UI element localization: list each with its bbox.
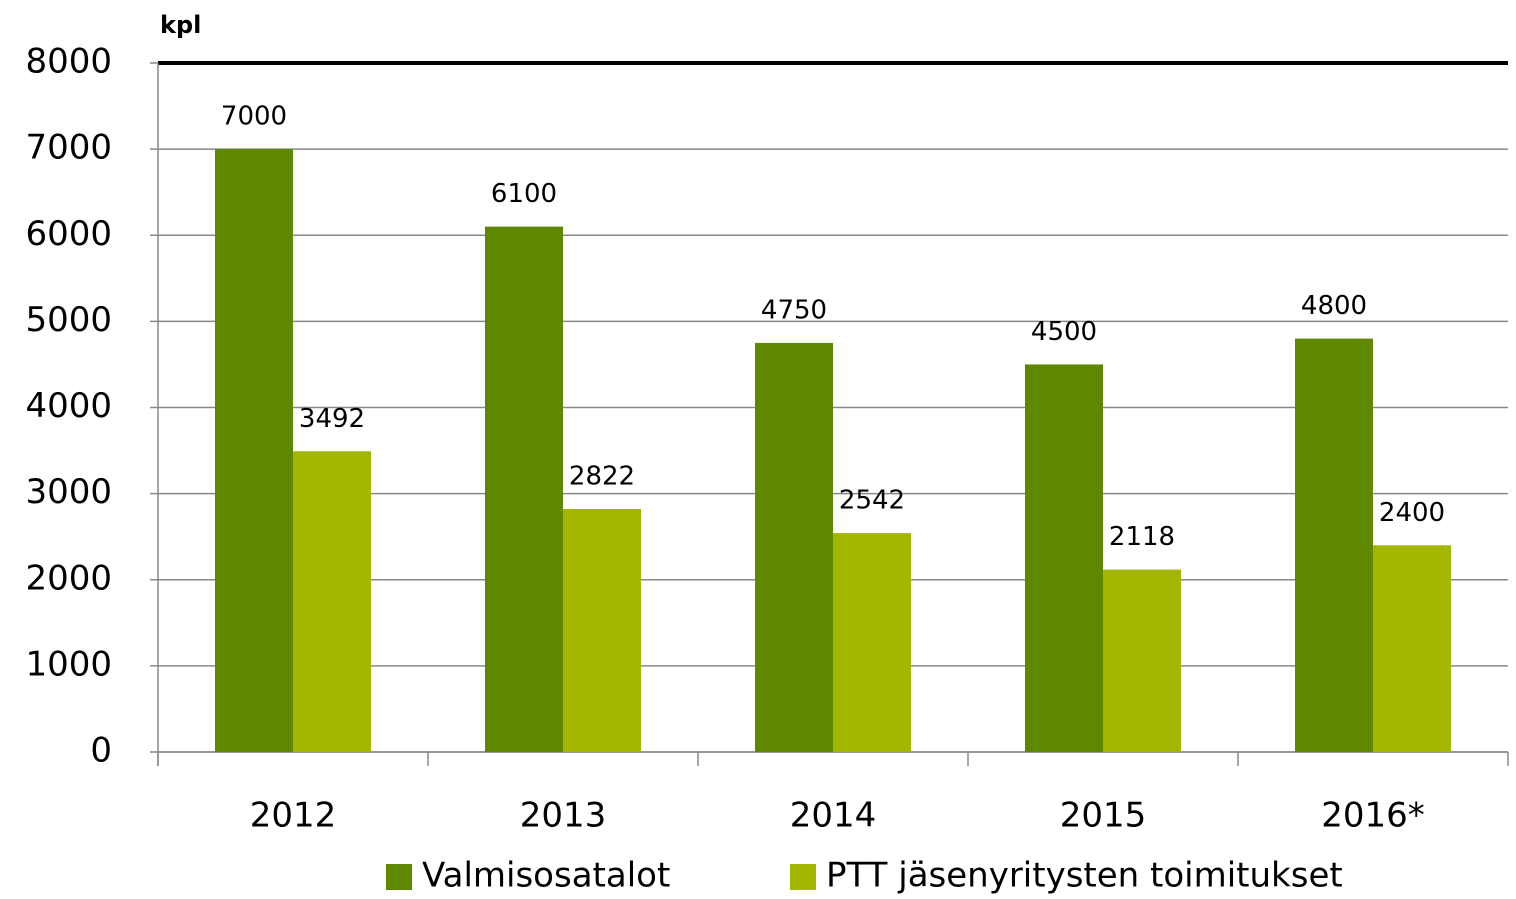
bar xyxy=(563,508,641,752)
data-label: 2400 xyxy=(1379,498,1445,528)
bar xyxy=(215,149,293,752)
y-tick-label: 4000 xyxy=(25,386,112,426)
data-label: 2118 xyxy=(1109,522,1175,552)
y-tick-label: 7000 xyxy=(25,128,112,168)
data-label: 2822 xyxy=(569,461,635,491)
legend-swatch xyxy=(386,864,412,890)
y-tick-label: 1000 xyxy=(25,644,112,684)
bar xyxy=(755,342,833,752)
y-tick-label: 2000 xyxy=(25,558,112,598)
data-label: 3492 xyxy=(299,404,365,434)
x-tick-label: 2016* xyxy=(1321,796,1425,836)
bar xyxy=(485,226,563,752)
y-tick-label: 5000 xyxy=(25,300,112,340)
legend-label: PTT jäsenyritysten toimitukset xyxy=(826,856,1343,896)
x-tick-label: 2013 xyxy=(520,796,607,836)
data-label: 4800 xyxy=(1301,291,1367,321)
y-tick-label: 3000 xyxy=(25,472,112,512)
bar xyxy=(833,533,911,752)
y-tick-label: 0 xyxy=(90,731,112,771)
y-tick-label: 6000 xyxy=(25,214,112,254)
bar xyxy=(1295,338,1373,752)
x-tick-label: 2014 xyxy=(790,796,877,836)
legend-label: Valmisosatalot xyxy=(422,856,670,896)
data-label: 4500 xyxy=(1031,317,1097,347)
y-tick-label: 8000 xyxy=(25,42,112,82)
data-label: 7000 xyxy=(221,102,287,132)
data-label: 6100 xyxy=(491,179,557,209)
bar xyxy=(1103,569,1181,752)
data-label: 4750 xyxy=(761,295,827,325)
x-tick-label: 2012 xyxy=(250,796,337,836)
x-tick-label: 2015 xyxy=(1060,796,1147,836)
legend-swatch xyxy=(790,864,816,890)
bar xyxy=(1025,364,1103,752)
data-label: 2542 xyxy=(839,486,905,516)
bar xyxy=(1373,545,1451,752)
bar xyxy=(293,451,371,752)
y-axis-label: kpl xyxy=(160,11,201,39)
